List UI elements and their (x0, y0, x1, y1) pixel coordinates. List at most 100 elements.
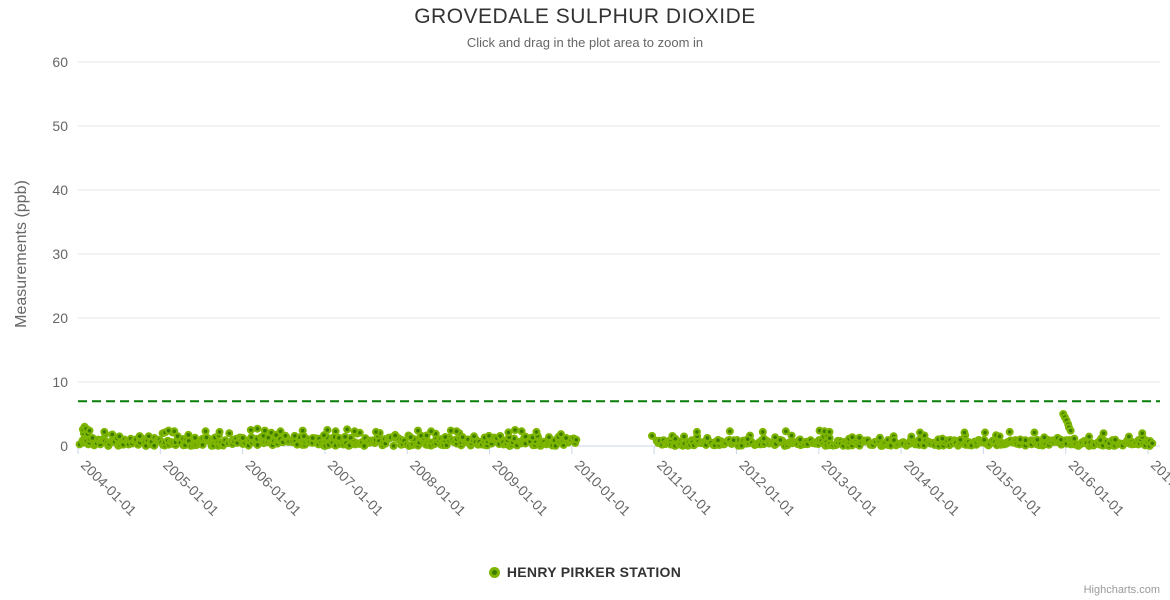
data-point[interactable] (427, 427, 436, 436)
data-point[interactable] (758, 427, 767, 436)
data-point[interactable] (1066, 426, 1075, 435)
data-point[interactable] (648, 431, 657, 440)
data-point[interactable] (907, 432, 916, 441)
data-point[interactable] (470, 432, 479, 441)
data-point[interactable] (484, 431, 493, 440)
legend-item-henry-pirker-station[interactable]: HENRY PIRKER STATION (488, 564, 681, 580)
data-point[interactable] (144, 432, 153, 441)
data-point[interactable] (298, 426, 307, 435)
data-point[interactable] (781, 427, 790, 436)
data-point[interactable] (184, 430, 193, 439)
data-point[interactable] (413, 426, 422, 435)
data-point[interactable] (202, 433, 211, 442)
data-point[interactable] (343, 425, 352, 434)
data-point[interactable] (135, 432, 144, 441)
data-point[interactable] (276, 427, 285, 436)
highcharts-credits-link[interactable]: Highcharts.com (1083, 584, 1160, 596)
data-point[interactable] (496, 432, 505, 441)
data-point[interactable] (825, 434, 834, 443)
chart-title: GROVEDALE SULPHUR DIOXIDE (414, 5, 756, 28)
data-point[interactable] (1070, 434, 1079, 443)
data-point[interactable] (938, 434, 947, 443)
data-point[interactable] (517, 427, 526, 436)
data-point[interactable] (703, 433, 712, 442)
data-point[interactable] (995, 432, 1004, 441)
data-point[interactable] (253, 424, 262, 433)
data-point[interactable] (1111, 435, 1120, 444)
data-point[interactable] (562, 434, 571, 443)
data-point[interactable] (692, 427, 701, 436)
data-point[interactable] (787, 431, 796, 440)
data-point[interactable] (1021, 436, 1030, 445)
data-point[interactable] (743, 435, 752, 444)
data-point[interactable] (572, 435, 581, 444)
data-point[interactable] (725, 427, 734, 436)
data-point[interactable] (729, 436, 738, 445)
data-point[interactable] (290, 431, 299, 440)
data-point[interactable] (371, 427, 380, 436)
data-point[interactable] (1096, 436, 1105, 445)
data-point[interactable] (1148, 439, 1157, 448)
data-point[interactable] (1124, 432, 1133, 441)
data-point[interactable] (759, 434, 768, 443)
data-point[interactable] (115, 432, 124, 441)
data-point[interactable] (334, 433, 343, 442)
data-point[interactable] (406, 433, 415, 442)
data-point[interactable] (341, 432, 350, 441)
data-point[interactable] (916, 428, 925, 437)
data-point[interactable] (190, 433, 199, 442)
data-point[interactable] (1040, 433, 1049, 442)
data-point[interactable] (1099, 429, 1108, 438)
data-point[interactable] (458, 433, 467, 442)
data-point[interactable] (441, 433, 450, 442)
data-point[interactable] (545, 433, 554, 442)
data-point[interactable] (331, 427, 340, 436)
data-point[interactable] (253, 440, 262, 449)
data-point[interactable] (225, 429, 234, 438)
data-point[interactable] (796, 435, 805, 444)
data-point[interactable] (323, 426, 332, 434)
data-point[interactable] (1085, 432, 1094, 441)
data-point[interactable] (875, 433, 884, 442)
data-point[interactable] (532, 427, 541, 436)
data-point[interactable] (1056, 435, 1065, 444)
x-axis-label: 2004-01-01 (78, 457, 140, 519)
data-point[interactable] (215, 427, 224, 436)
data-point[interactable] (1138, 429, 1147, 438)
data-point[interactable] (1005, 427, 1014, 436)
x-axis-label: 2007-01-01 (325, 457, 387, 519)
x-axis-label: 2015-01-01 (983, 457, 1045, 519)
data-point[interactable] (511, 426, 520, 434)
data-point[interactable] (980, 435, 989, 444)
data-point[interactable] (170, 427, 179, 436)
data-point[interactable] (247, 433, 256, 442)
x-axis-label: 2005-01-01 (160, 457, 222, 519)
data-point[interactable] (264, 433, 273, 442)
data-point[interactable] (389, 441, 398, 450)
x-axis-label: 2009-01-01 (489, 457, 551, 519)
data-point[interactable] (848, 433, 857, 442)
data-point[interactable] (960, 428, 969, 437)
data-point[interactable] (201, 427, 210, 436)
data-point[interactable] (1030, 428, 1039, 437)
data-point[interactable] (825, 427, 834, 436)
data-point[interactable] (260, 426, 269, 435)
data-point[interactable] (776, 435, 785, 444)
data-point[interactable] (246, 426, 255, 434)
data-point[interactable] (100, 427, 109, 436)
data-point[interactable] (1033, 435, 1042, 444)
data-point[interactable] (238, 433, 247, 442)
data-point[interactable] (85, 426, 94, 435)
data-point[interactable] (680, 432, 689, 441)
data-point[interactable] (504, 428, 513, 437)
data-point[interactable] (713, 436, 722, 445)
data-point[interactable] (890, 436, 899, 445)
data-point[interactable] (671, 434, 680, 443)
data-point[interactable] (855, 433, 864, 442)
data-point[interactable] (981, 428, 990, 437)
plot-area[interactable] (78, 62, 1160, 446)
data-point[interactable] (308, 434, 317, 443)
data-point[interactable] (350, 427, 359, 436)
data-point[interactable] (391, 431, 400, 440)
data-point[interactable] (452, 427, 461, 436)
